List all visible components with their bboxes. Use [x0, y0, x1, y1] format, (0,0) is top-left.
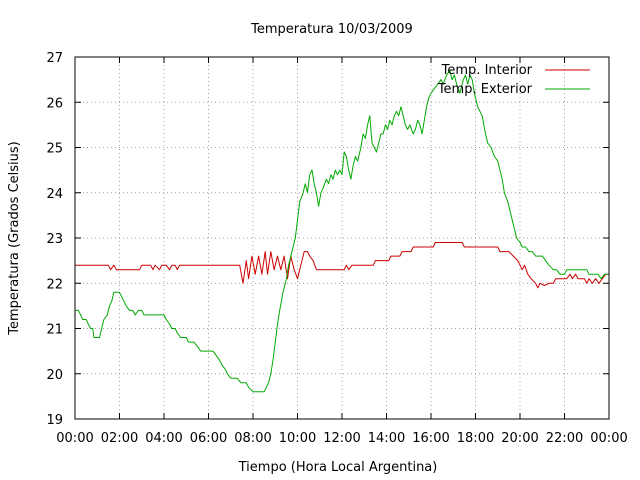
x-tick-label: 10:00 [279, 431, 316, 446]
legend: Temp. Interior Temp. Exterior [437, 63, 590, 97]
x-tick-label: 02:00 [101, 431, 138, 446]
y-axis-label: Temperatura (Grados Celsius) [7, 141, 22, 335]
y-tick-label: 23 [46, 232, 63, 247]
y-tick-label: 19 [46, 413, 63, 428]
ticks [74, 56, 610, 420]
y-tick-label: 22 [46, 277, 63, 292]
x-tick-label: 00:00 [590, 431, 627, 446]
x-tick-label: 08:00 [234, 431, 271, 446]
series-line-exterior [75, 70, 609, 393]
y-tick-label: 27 [46, 51, 63, 66]
x-tick-label: 20:00 [501, 431, 538, 446]
x-tick-label: 16:00 [412, 431, 449, 446]
legend-label-interior: Temp. Interior [441, 63, 533, 78]
series-line-interior [75, 242, 609, 289]
y-tick-label: 21 [46, 323, 63, 338]
y-tick-label: 24 [46, 187, 63, 202]
x-tick-label: 18:00 [457, 431, 494, 446]
x-tick-label: 12:00 [323, 431, 360, 446]
x-axis-label: Tiempo (Hora Local Argentina) [238, 460, 438, 475]
x-tick-label: 04:00 [145, 431, 182, 446]
y-tick-label: 20 [46, 368, 63, 383]
legend-label-exterior: Temp. Exterior [437, 82, 533, 97]
y-tick-label: 26 [46, 96, 63, 111]
y-tick-label: 25 [46, 142, 63, 157]
series-layer [75, 70, 609, 393]
x-tick-label: 22:00 [546, 431, 583, 446]
x-tick-label: 00:00 [56, 431, 93, 446]
grid [75, 57, 609, 419]
x-tick-label: 14:00 [368, 431, 405, 446]
chart-title: Temperatura 10/03/2009 [250, 22, 413, 37]
x-tick-label: 06:00 [190, 431, 227, 446]
tick-labels: 00:00 02:00 04:00 06:00 08:00 10:00 12:00 14:00… [46, 51, 627, 446]
